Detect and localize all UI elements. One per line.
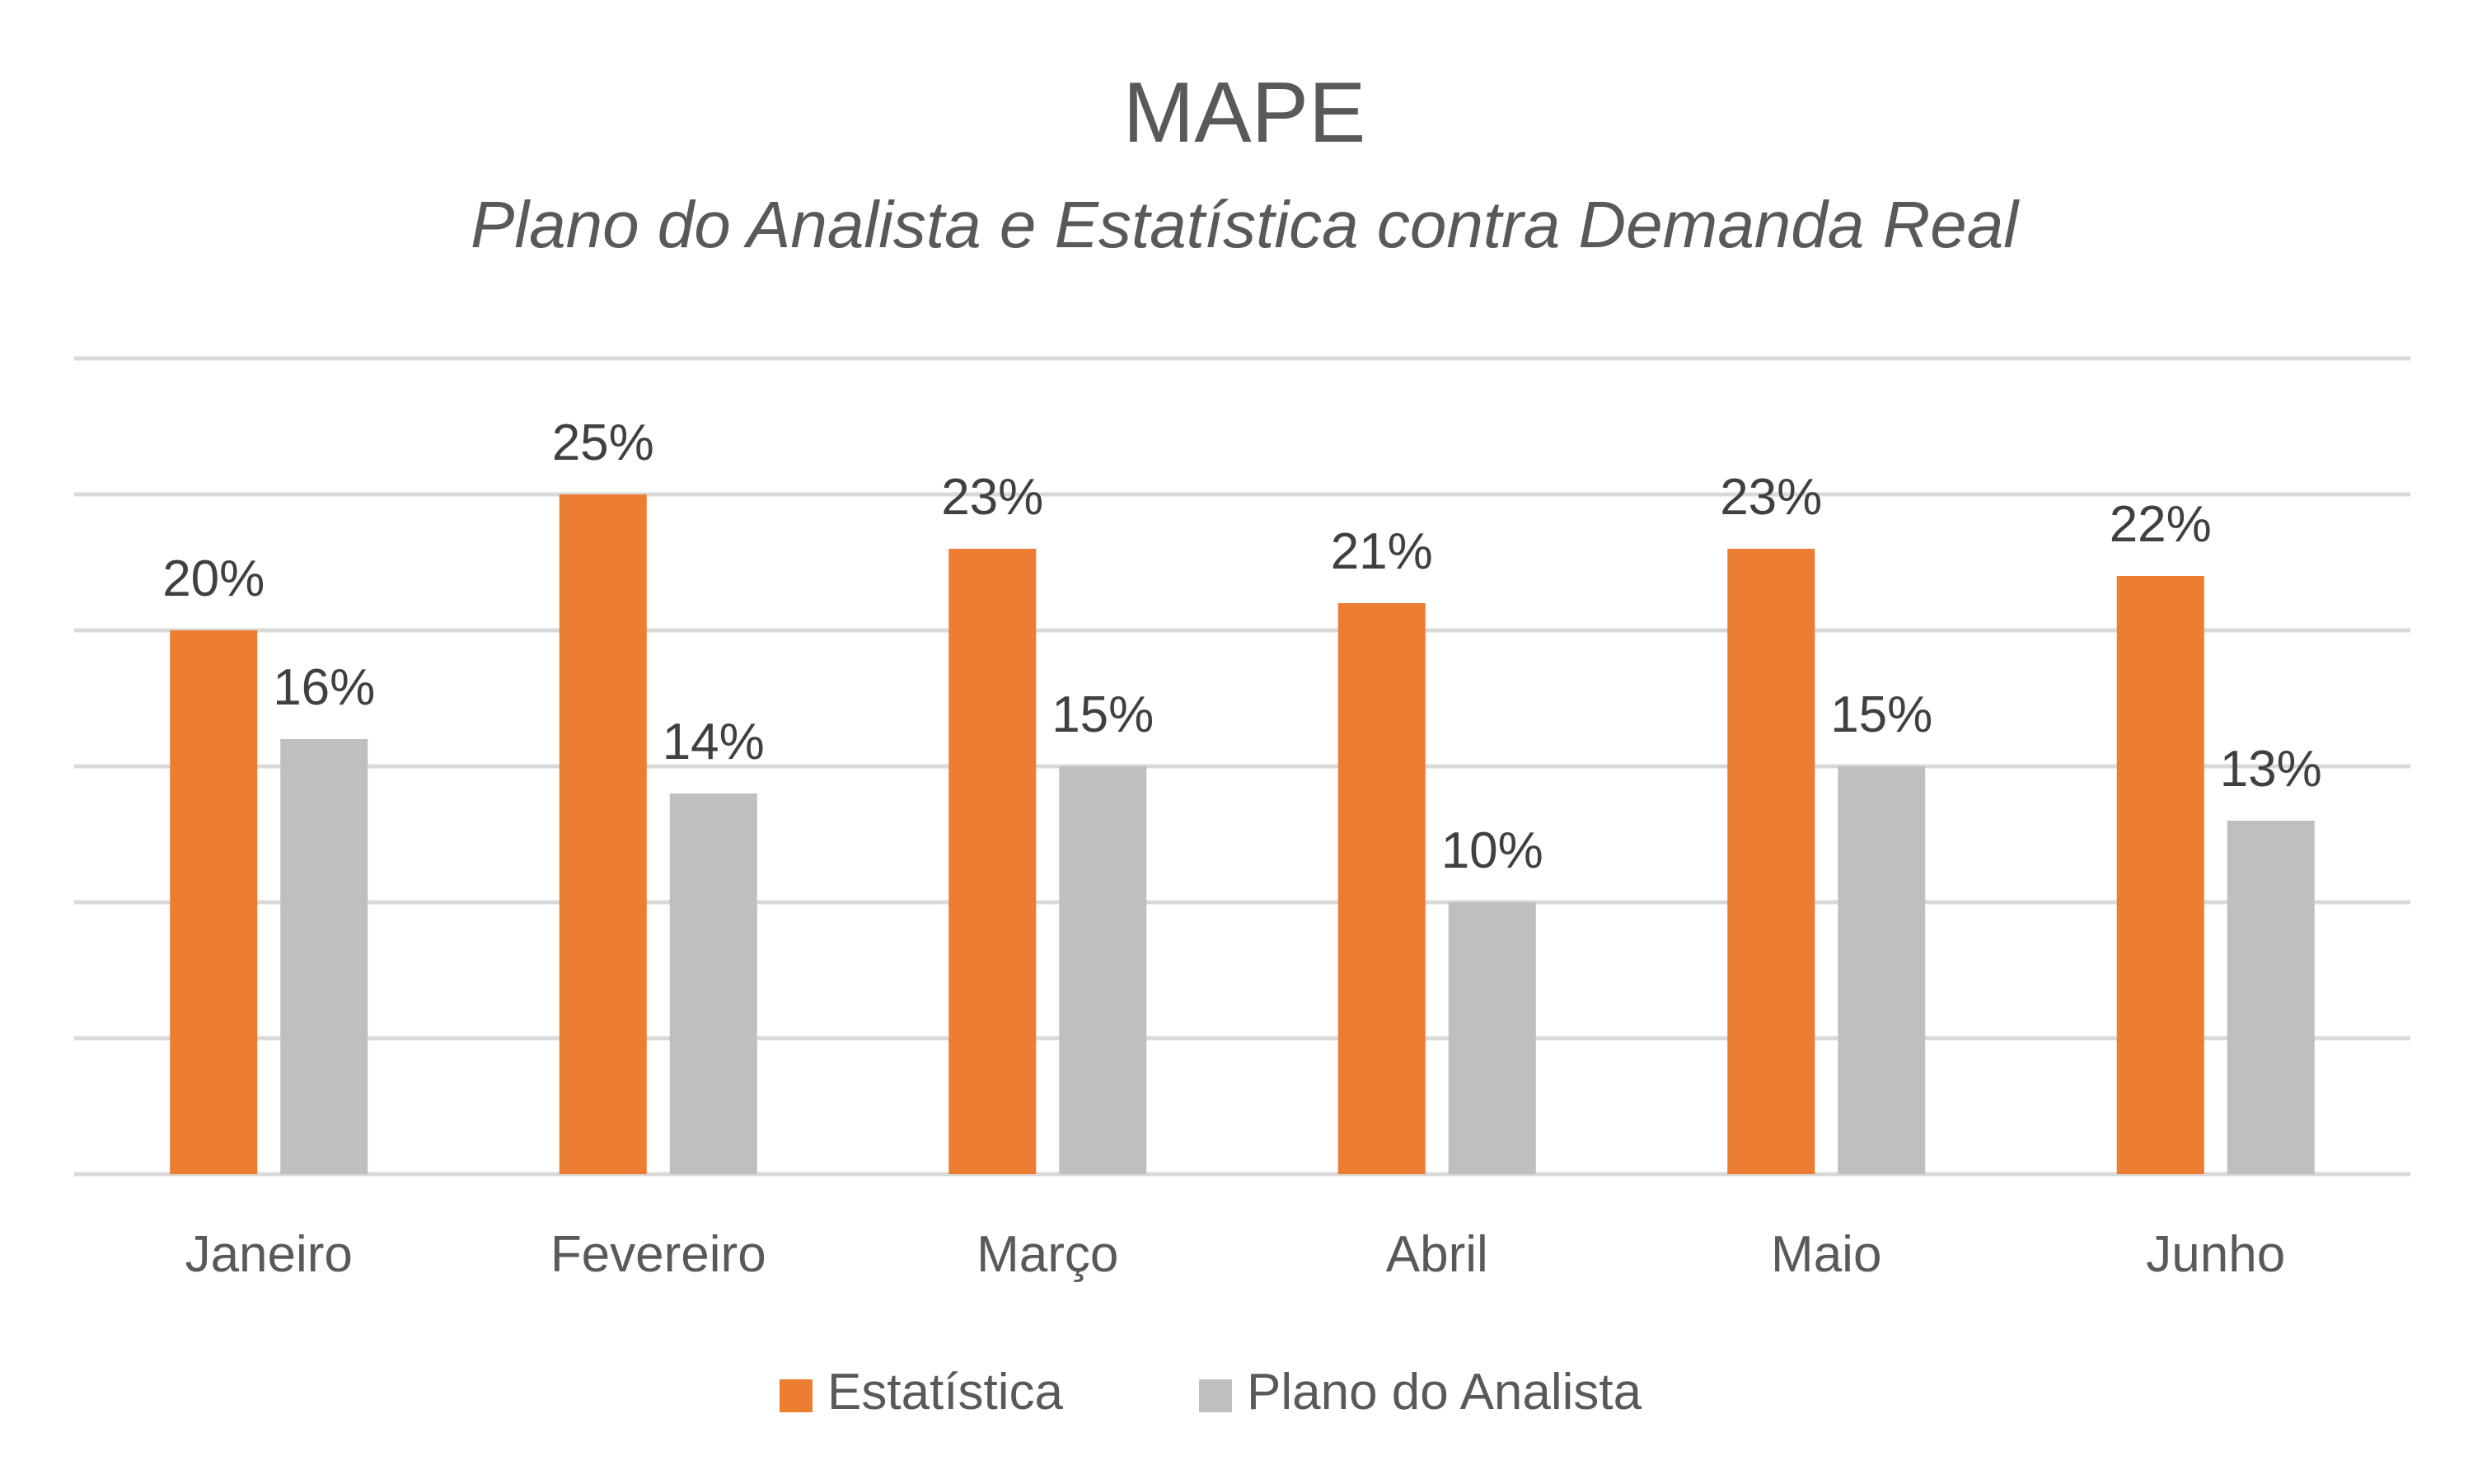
bar-series-0-5[interactable] (2116, 576, 2204, 1174)
bar-series-1-1[interactable] (669, 793, 757, 1174)
data-label-series-1-2: 15% (1051, 686, 1154, 743)
data-label-series-1-4: 15% (1830, 686, 1932, 743)
bar-series-1-5[interactable] (2227, 821, 2315, 1174)
legend-item-1[interactable]: Plano do Analista (1199, 1364, 1642, 1421)
legend[interactable]: Estatística Plano do Analista (780, 1364, 1642, 1421)
category-label-1: Fevereiro (550, 1226, 766, 1283)
bar-series-0-3[interactable] (1337, 603, 1426, 1174)
legend-item-0[interactable]: Estatística (780, 1364, 1064, 1421)
category-labels: Janeiro Fevereiro Março Abril Maio Junho (185, 1226, 2286, 1283)
bar-series-1-3[interactable] (1448, 902, 1536, 1174)
chart-subtitle: Plano do Analista e Estatística contra D… (471, 188, 2020, 261)
bar-series-1-4[interactable] (1838, 766, 1926, 1174)
legend-label-0: Estatística (827, 1364, 1064, 1421)
gridlines (74, 356, 2410, 1177)
data-label-series-0-5: 22% (2110, 496, 2212, 553)
data-label-series-1-0: 16% (273, 659, 375, 716)
data-label-series-0-3: 21% (1331, 523, 1433, 580)
bar-series-0-1[interactable] (559, 494, 647, 1174)
bar-series-1-0[interactable] (280, 739, 368, 1174)
data-label-series-1-5: 13% (2220, 741, 2322, 798)
data-label-series-0-0: 20% (162, 550, 265, 607)
data-label-series-1-1: 14% (663, 714, 765, 770)
legend-swatch-1 (1199, 1379, 1232, 1412)
bar-series-0-0[interactable] (170, 630, 258, 1174)
category-label-0: Janeiro (185, 1226, 353, 1283)
category-label-5: Junho (2146, 1226, 2285, 1283)
data-label-series-1-3: 10% (1441, 822, 1543, 879)
bar-series-1-2[interactable] (1059, 766, 1147, 1174)
data-label-series-0-4: 23% (1720, 469, 1822, 526)
chart-title: MAPE (1123, 65, 1366, 161)
category-label-3: Abril (1386, 1226, 1488, 1283)
data-label-series-0-2: 23% (941, 469, 1043, 526)
bar-series-0-2[interactable] (948, 549, 1037, 1174)
legend-label-1: Plano do Analista (1247, 1364, 1642, 1421)
category-label-2: Março (977, 1226, 1118, 1283)
legend-swatch-0 (780, 1379, 813, 1412)
bars (170, 494, 2315, 1174)
bar-series-0-4[interactable] (1727, 549, 1815, 1174)
data-labels: 20%16% 25% 14% 23% 15% 21% 10% 23% 15% 22% 13% (162, 414, 2322, 879)
data-label-series-0-1: 25% (552, 414, 654, 471)
category-label-4: Maio (1771, 1226, 1881, 1283)
